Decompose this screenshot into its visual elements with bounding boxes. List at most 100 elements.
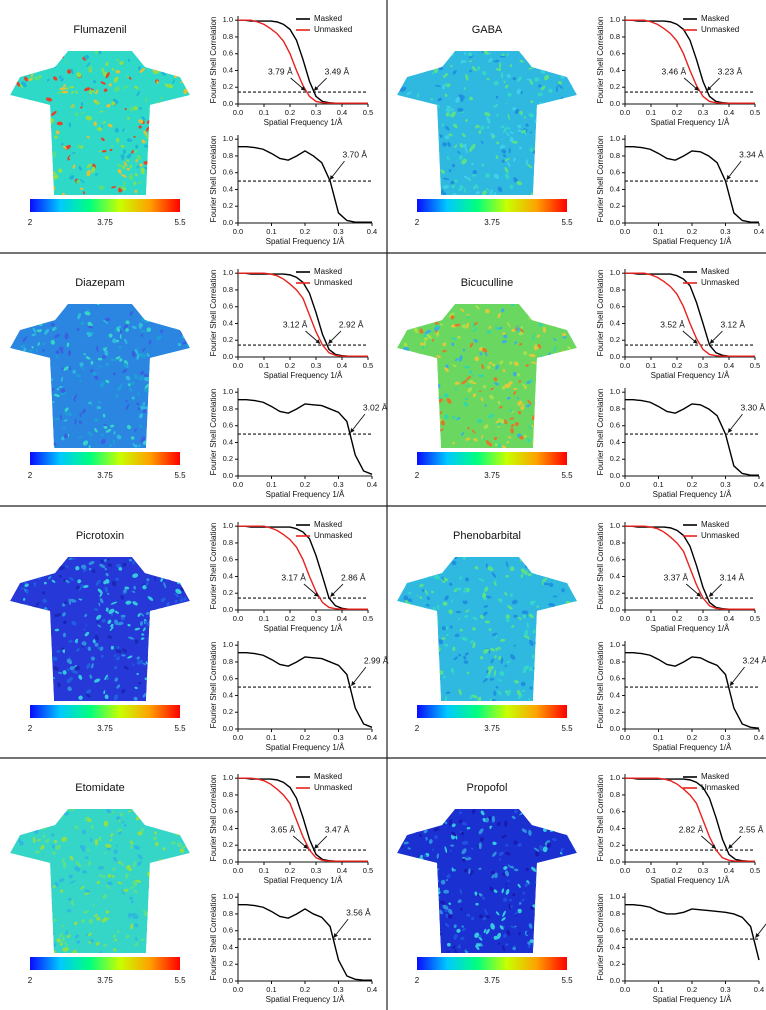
legend-label: Unmasked	[314, 783, 352, 792]
map-texture	[559, 671, 562, 678]
map-texture	[562, 111, 568, 117]
map-texture	[405, 413, 408, 418]
map-texture	[183, 112, 188, 117]
map-texture	[406, 438, 410, 443]
map-texture	[161, 64, 166, 71]
map-texture	[433, 54, 437, 59]
y-tick-label: 0.4	[610, 65, 620, 74]
map-texture	[43, 395, 45, 398]
map-texture	[161, 385, 166, 390]
map-texture	[558, 415, 564, 420]
map-texture	[185, 73, 189, 78]
panel-title: Flumazenil	[73, 24, 126, 36]
x-tick-label: 0.3	[720, 480, 730, 489]
map-texture	[170, 417, 174, 419]
map-texture	[23, 138, 28, 143]
colorbar	[30, 705, 180, 718]
map-texture	[400, 667, 405, 670]
map-texture	[34, 660, 40, 666]
map-texture	[164, 928, 170, 934]
map-texture	[178, 317, 181, 320]
map-texture	[394, 318, 400, 325]
map-texture	[549, 424, 551, 428]
map-texture	[160, 66, 167, 69]
map-texture	[23, 426, 27, 430]
map-texture	[169, 296, 175, 301]
y-axis-label: Fourier Shell Correlation	[596, 775, 605, 862]
map-texture	[164, 165, 168, 169]
map-texture	[20, 46, 24, 51]
x-tick-label: 0.1	[259, 866, 269, 875]
map-texture	[162, 439, 167, 444]
map-texture	[418, 315, 421, 320]
map-texture	[179, 902, 184, 905]
x-tick-label: 0.3	[698, 614, 708, 623]
map-texture	[166, 643, 168, 648]
map-texture	[171, 156, 174, 161]
map-texture	[536, 376, 543, 383]
map-texture	[471, 553, 474, 557]
legend-label: Masked	[701, 772, 729, 781]
x-tick-label: 0.0	[620, 108, 630, 117]
map-texture	[22, 826, 26, 830]
map-texture	[555, 140, 558, 143]
density-map	[394, 296, 578, 450]
y-tick-label: 0.2	[610, 201, 620, 210]
map-texture	[571, 555, 575, 560]
map-texture	[37, 690, 41, 695]
y-tick-label: 0.8	[223, 404, 233, 413]
legend-label: Masked	[701, 267, 729, 276]
map-texture	[569, 682, 571, 686]
map-texture	[48, 563, 51, 566]
map-texture	[7, 810, 13, 812]
map-texture	[14, 105, 19, 110]
map-texture	[172, 396, 176, 401]
map-texture	[175, 625, 180, 629]
map-texture	[560, 426, 565, 430]
map-texture	[36, 118, 39, 121]
map-texture	[17, 646, 23, 653]
map-texture	[432, 643, 437, 647]
map-texture	[37, 640, 41, 644]
map-texture	[21, 858, 24, 864]
map-texture	[559, 821, 564, 826]
map-texture	[539, 895, 545, 901]
map-texture	[148, 423, 151, 427]
map-texture	[15, 64, 17, 66]
map-texture	[11, 127, 15, 130]
map-texture	[152, 190, 158, 196]
map-texture	[141, 801, 148, 807]
map-texture	[565, 383, 572, 389]
legend-label: Masked	[701, 520, 729, 529]
map-texture	[99, 803, 104, 808]
map-texture	[542, 917, 546, 920]
map-texture	[39, 884, 43, 888]
x-tick-label: 0.5	[750, 361, 760, 370]
map-texture	[15, 654, 20, 658]
map-texture	[458, 806, 464, 808]
map-texture	[546, 903, 552, 909]
map-texture	[540, 413, 545, 417]
map-texture	[180, 887, 184, 893]
map-texture	[405, 99, 410, 105]
map-texture	[570, 430, 574, 434]
map-texture	[403, 889, 407, 894]
resolution-arrow	[727, 161, 742, 180]
map-texture	[539, 360, 543, 364]
x-tick-label: 0.2	[672, 614, 682, 623]
map-texture	[160, 802, 164, 807]
map-texture	[555, 436, 557, 439]
map-texture	[151, 123, 157, 128]
y-tick-label: 0.0	[223, 724, 233, 733]
map-texture	[44, 48, 48, 52]
map-texture	[399, 565, 406, 569]
map-texture	[543, 635, 548, 641]
map-texture	[9, 181, 11, 185]
map-texture	[546, 103, 551, 108]
map-texture	[410, 441, 414, 446]
resolution-label: 3.24 Å	[743, 655, 766, 665]
map-texture	[403, 563, 407, 567]
map-texture	[560, 388, 565, 391]
map-texture	[178, 868, 185, 874]
map-texture	[405, 438, 409, 442]
